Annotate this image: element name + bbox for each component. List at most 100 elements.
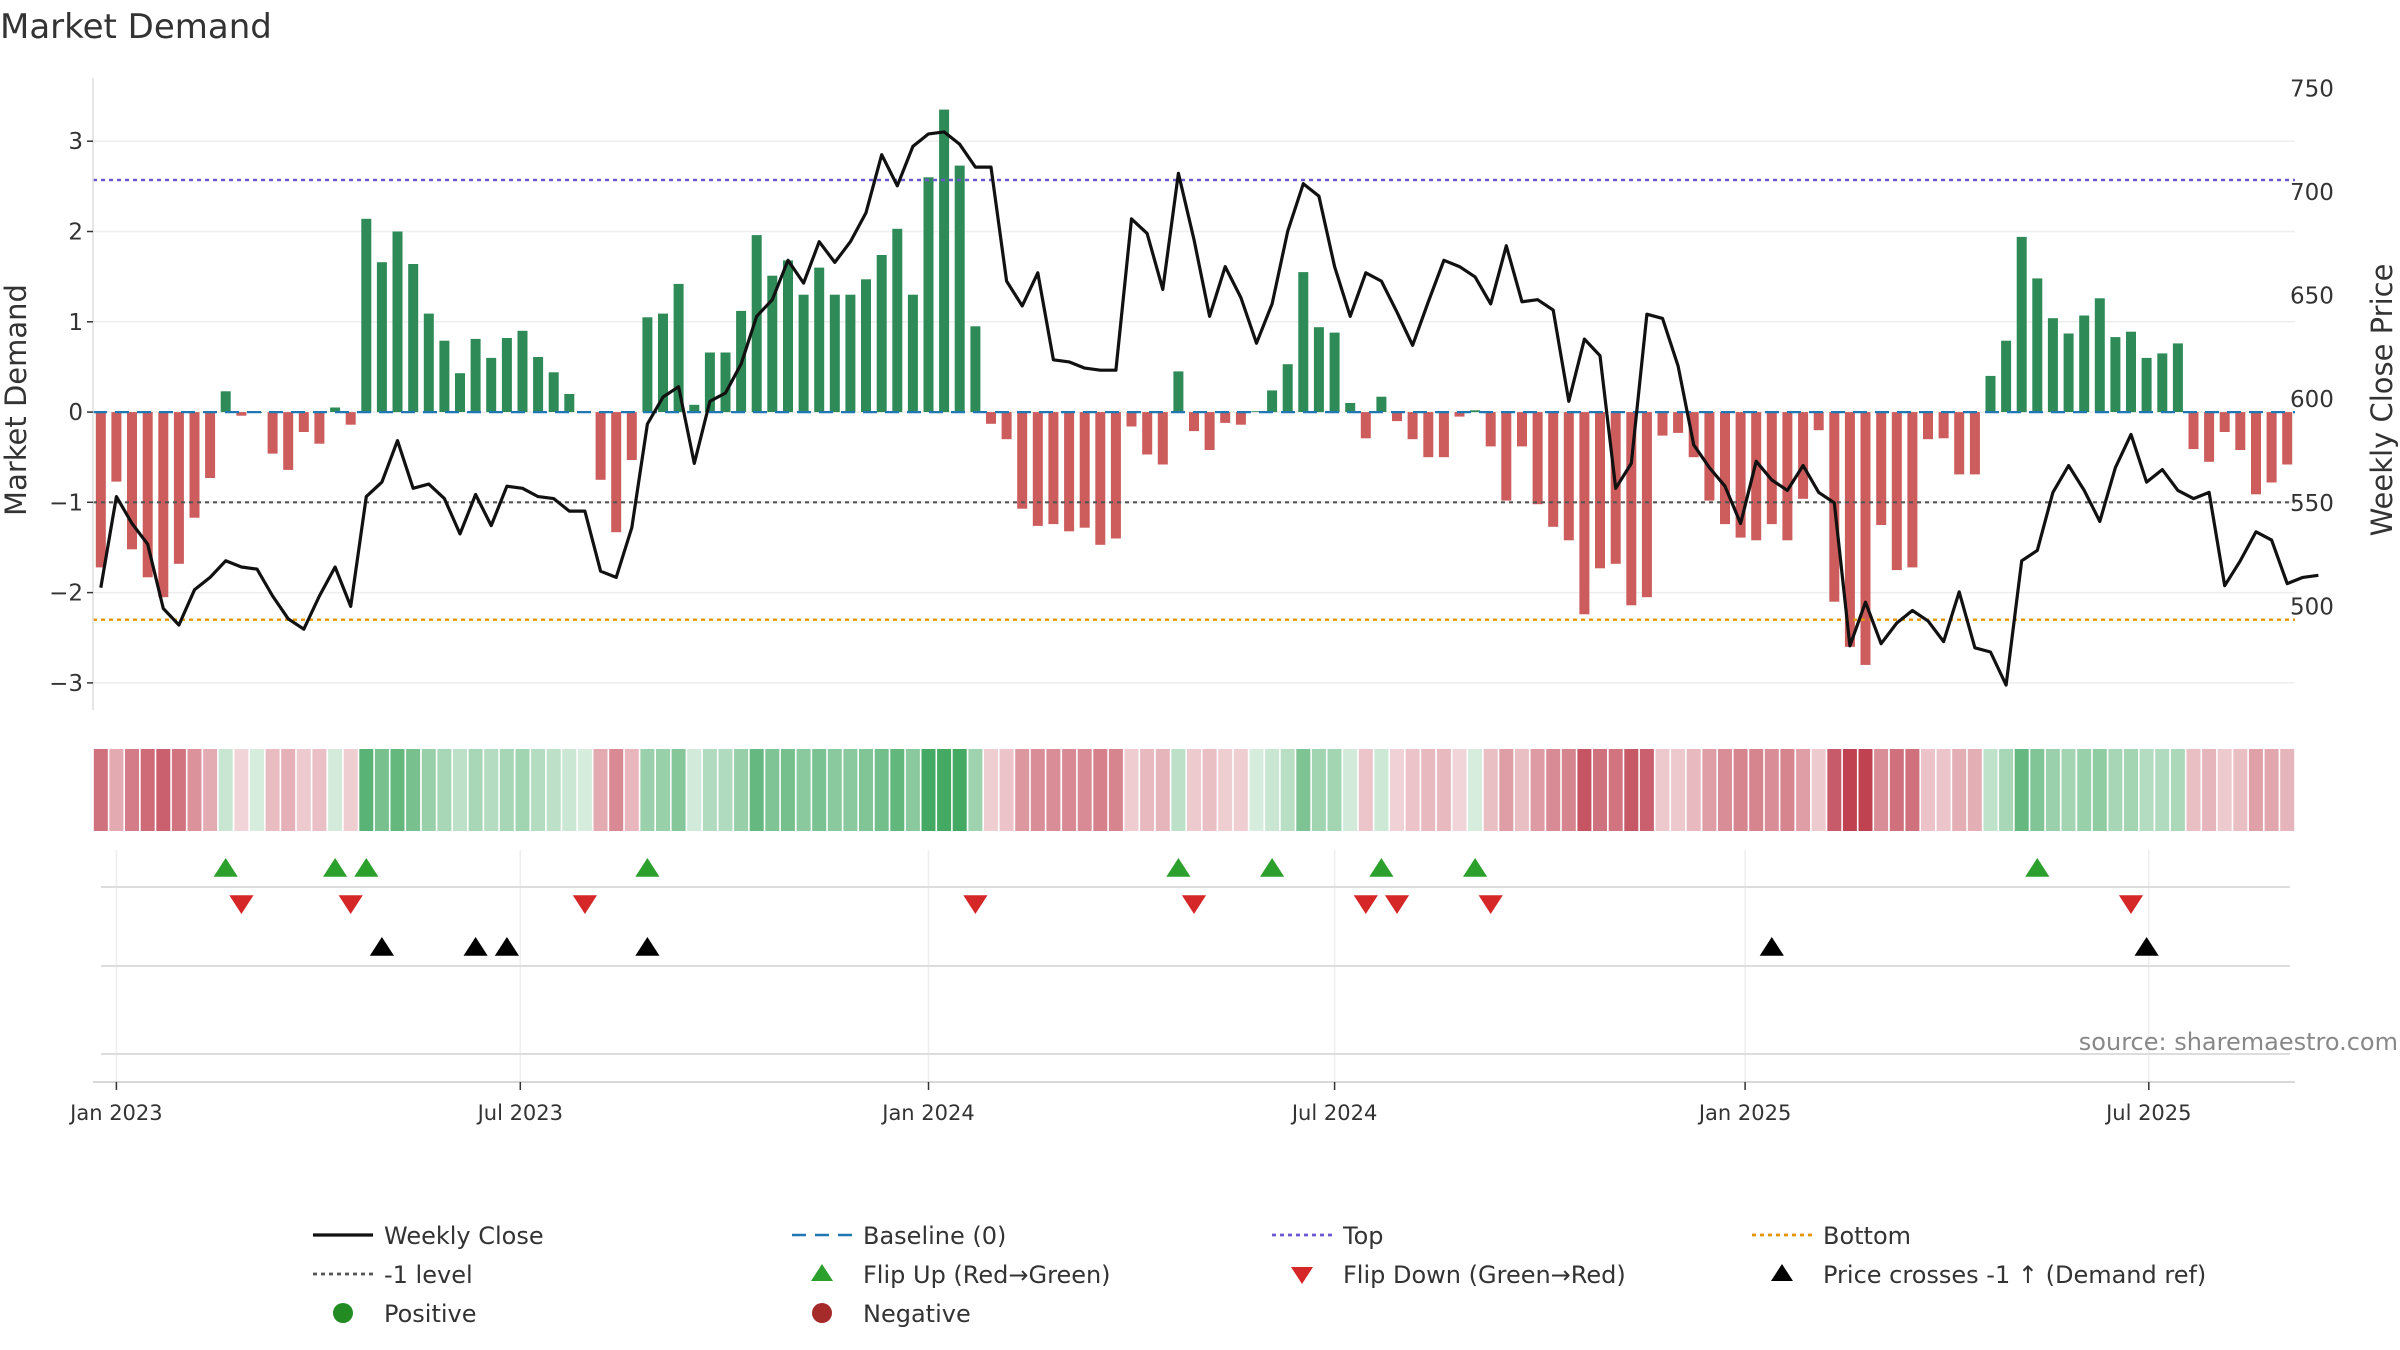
strip-cell	[171, 749, 186, 831]
strip-cell	[1608, 749, 1623, 831]
demand-bar	[1454, 412, 1465, 417]
demand-bar	[1423, 412, 1434, 458]
demand-bar	[939, 109, 950, 413]
demand-bar	[1844, 412, 1855, 647]
strip-cell	[234, 749, 249, 831]
strip-cell	[1983, 749, 1998, 831]
y-left-tick-label: −1	[49, 490, 83, 516]
strip-cell	[843, 749, 858, 831]
price-cross-marker	[369, 937, 394, 956]
strip-cell	[687, 749, 702, 831]
demand-bar	[1376, 396, 1387, 412]
demand-bar	[1204, 412, 1215, 450]
demand-bar	[1017, 412, 1028, 509]
demand-bar	[345, 412, 356, 425]
strip-cell	[671, 749, 686, 831]
strip-cell	[421, 749, 436, 831]
demand-bar	[1173, 371, 1184, 412]
strip-cell	[2264, 749, 2279, 831]
demand-bar	[1485, 412, 1496, 447]
demand-bar	[220, 391, 231, 413]
demand-bar	[501, 338, 512, 412]
strip-cell	[1218, 749, 1233, 831]
strip-cell	[562, 749, 577, 831]
strip-cell	[1265, 749, 1280, 831]
demand-bar	[2079, 315, 2090, 413]
y-left-tick-label: 1	[68, 310, 83, 336]
demand-bar	[1641, 412, 1652, 598]
strip-cell	[1374, 749, 1389, 831]
demand-bar	[1751, 412, 1762, 541]
demand-bar	[1735, 412, 1746, 538]
demand-bar	[1079, 412, 1090, 528]
demand-bar	[486, 357, 497, 413]
strip-cell	[187, 749, 202, 831]
demand-bar	[1673, 412, 1684, 433]
strip-cell	[937, 749, 952, 831]
x-tick-label: Jul 2024	[1290, 1101, 1377, 1125]
flip-down-marker	[338, 895, 363, 914]
strip-cell	[2280, 749, 2295, 831]
strip-cell	[1686, 749, 1701, 831]
y-axis-right-label: Weekly Close Price	[2365, 264, 2399, 537]
flip-up-marker	[323, 858, 348, 877]
demand-bar	[1235, 412, 1246, 425]
demand-bar	[1110, 412, 1121, 539]
strip-cell	[1655, 749, 1670, 831]
strip-cell	[2045, 749, 2060, 831]
demand-bar	[267, 412, 278, 454]
demand-bar	[2063, 333, 2074, 412]
x-tick-label: Jan 2024	[880, 1101, 975, 1125]
demand-bar	[2188, 412, 2199, 450]
demand-bar	[954, 165, 965, 413]
demand-bar	[861, 279, 871, 412]
demand-bar	[1532, 412, 1543, 505]
demand-bar	[595, 412, 606, 480]
strip-cell	[2030, 749, 2045, 831]
flip-up-marker	[1260, 858, 1285, 877]
demand-bar	[189, 412, 200, 518]
demand-bar	[1891, 412, 1902, 571]
demand-bar	[2251, 412, 2261, 495]
demand-bar	[95, 412, 106, 568]
strip-cell	[1327, 749, 1342, 831]
demand-bar	[2235, 412, 2246, 450]
strip-cell	[1577, 749, 1592, 831]
strip-cell	[609, 749, 624, 831]
strip-cell	[1639, 749, 1654, 831]
strip-cell	[624, 749, 639, 831]
y-right-tick-label: 650	[2290, 284, 2334, 310]
flip-up-marker	[2025, 858, 2050, 877]
price-cross-marker	[463, 937, 488, 956]
strip-cell	[343, 749, 358, 831]
legend-label: -1 level	[384, 1261, 473, 1289]
flip-down-marker	[572, 895, 597, 914]
demand-bar	[1329, 332, 1340, 413]
y-right-tick-label: 700	[2290, 180, 2334, 206]
demand-bar	[298, 412, 309, 432]
flip-down-marker	[1353, 895, 1378, 914]
demand-bar	[1766, 412, 1777, 525]
demand-bar	[2110, 337, 2121, 412]
strip-cell	[1015, 749, 1030, 831]
demand-bar	[236, 412, 247, 416]
demand-bar	[1657, 412, 1668, 436]
strip-cell	[1530, 749, 1545, 831]
demand-bar	[2282, 412, 2293, 465]
strip-cell	[1827, 749, 1842, 831]
demand-bar	[392, 231, 403, 413]
strip-cell	[1702, 749, 1717, 831]
strip-cell	[125, 749, 139, 831]
demand-bar	[1969, 412, 1980, 475]
demand-bar	[689, 404, 700, 412]
demand-bar	[798, 294, 809, 413]
strip-cell	[890, 749, 905, 831]
legend-label: Price crosses -1 ↑ (Demand ref)	[1823, 1261, 2206, 1289]
price-cross-marker	[635, 937, 660, 956]
legend-label: Weekly Close	[384, 1222, 544, 1250]
strip-cell	[593, 749, 608, 831]
strip-cell	[968, 749, 983, 831]
strip-cell	[796, 749, 811, 831]
demand-bar	[1298, 272, 1309, 412]
strip-cell	[656, 749, 670, 831]
